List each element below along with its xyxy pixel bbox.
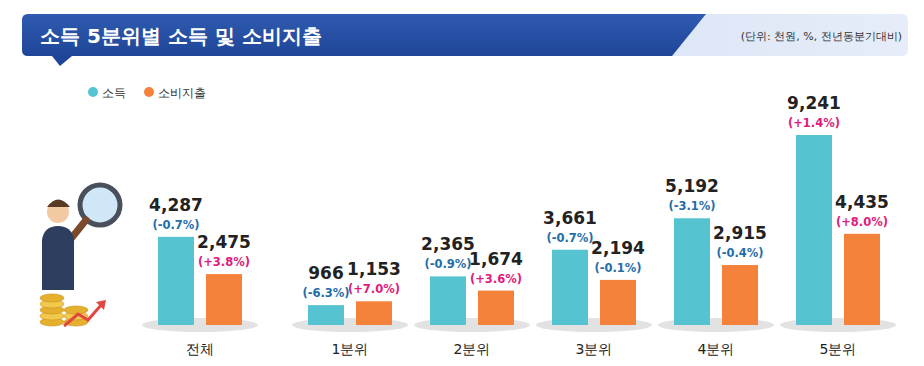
chart-container: 소득 5분위별 소득 및 소비지출(단위: 천원, %, 전년동분기대비)소득소…: [0, 0, 924, 366]
value-label: 2,475: [197, 232, 251, 252]
base-shadows: [142, 318, 896, 332]
change-label: (-0.9%): [424, 257, 471, 271]
legend: 소득 소비지출: [88, 86, 206, 100]
change-label: (-0.7%): [546, 231, 593, 245]
subtitle: (단위: 천원, %, 전년동분기대비): [741, 30, 902, 43]
category-label: 1분위: [332, 341, 369, 357]
title: 소득 5분위별 소득 및 소비지출: [40, 24, 322, 48]
change-label: (-0.4%): [716, 246, 763, 260]
person-body: [42, 226, 74, 290]
value-label: 2,365: [421, 234, 475, 254]
x-axis-labels: 전체 1분위 2분위 3분위 4분위 5분위: [186, 341, 856, 357]
bar: [844, 234, 880, 325]
change-label: (+3.8%): [198, 255, 250, 269]
title-band: [22, 14, 706, 56]
bar: [478, 291, 514, 325]
value-label: 2,915: [713, 223, 767, 243]
legend-label: 소비지출: [158, 86, 206, 100]
category-label: 전체: [186, 341, 214, 357]
bar: [308, 305, 344, 325]
value-label: 5,192: [665, 176, 719, 196]
change-label: (-0.1%): [594, 261, 641, 275]
legend-label: 소득: [102, 86, 126, 100]
value-label: 3,661: [543, 208, 597, 228]
change-label: (-0.7%): [152, 218, 199, 232]
change-label: (-6.3%): [302, 286, 349, 300]
title-pointer: [52, 56, 72, 66]
category-label: 3분위: [576, 341, 613, 357]
value-label: 4,435: [835, 192, 889, 212]
bar: [430, 276, 466, 325]
change-label: (+3.6%): [470, 272, 522, 286]
data-labels: 4,287 (-0.7%) 966 (-6.3%) 2,365 (-0.9%) 3,661 (…: [149, 93, 889, 300]
trend-arrow: [64, 304, 102, 326]
category-label: 4분위: [698, 341, 735, 357]
bars: [158, 135, 880, 325]
value-label: 966: [308, 263, 344, 283]
value-label: 1,153: [347, 259, 401, 279]
person-hair: [47, 200, 70, 208]
bar: [206, 274, 242, 325]
bar: [552, 250, 588, 325]
value-label: 9,241: [787, 93, 841, 113]
bar: [796, 135, 832, 325]
coin: [40, 294, 64, 302]
legend-swatch: [88, 87, 98, 97]
chart-svg: 소득 5분위별 소득 및 소비지출(단위: 천원, %, 전년동분기대비)소득소…: [0, 0, 924, 366]
bar: [722, 265, 758, 325]
category-label: 5분위: [820, 341, 857, 357]
coin: [64, 306, 88, 314]
bar: [158, 237, 194, 325]
value-label: 1,674: [469, 249, 523, 269]
bar: [600, 280, 636, 325]
header-band: [22, 14, 908, 56]
category-label: 2분위: [454, 341, 491, 357]
illustration: [40, 185, 120, 326]
change-label: (+7.0%): [348, 282, 400, 296]
trend-arrow-head: [96, 300, 106, 310]
change-label: (-3.1%): [668, 199, 715, 213]
value-label: 4,287: [149, 195, 203, 215]
value-label: 2,194: [591, 238, 645, 258]
legend-swatch: [144, 87, 154, 97]
bar: [674, 218, 710, 325]
change-label: (+8.0%): [836, 215, 888, 229]
change-label: (+1.4%): [788, 116, 840, 130]
bar: [356, 301, 392, 325]
